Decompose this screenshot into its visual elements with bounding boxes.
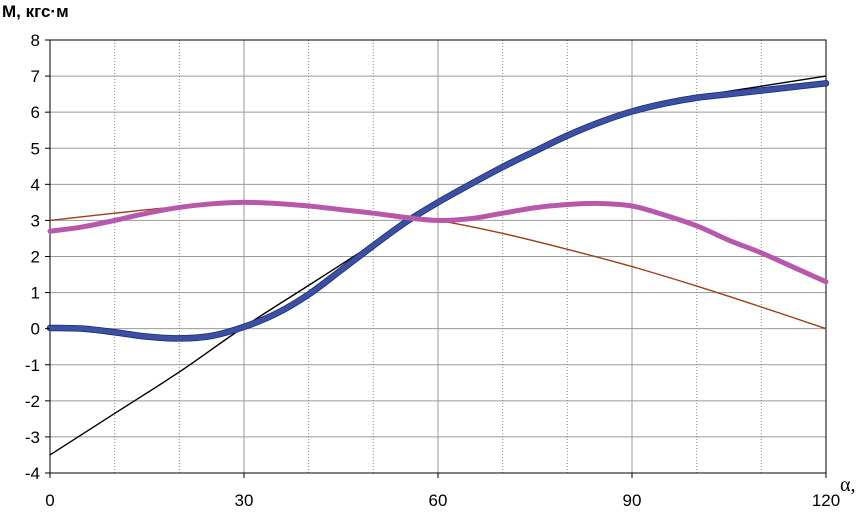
- x-axis-ticks: 0 30 60 90 120: [45, 473, 840, 510]
- x-tick-label: 60: [429, 491, 448, 510]
- y-tick-label: 5: [31, 139, 40, 158]
- y-tick-label: 0: [31, 320, 40, 339]
- series-line-2: [47, 80, 829, 341]
- y-tick-label: 3: [31, 211, 40, 230]
- y-tick-label: 1: [31, 284, 40, 303]
- y-tick-label: 2: [31, 248, 40, 267]
- x-tick-label: 30: [235, 491, 254, 510]
- y-tick-label: -1: [25, 356, 40, 375]
- y-tick-label: -3: [25, 428, 40, 447]
- x-tick-label: 0: [45, 491, 54, 510]
- y-tick-label: -2: [25, 392, 40, 411]
- series-line-3: [47, 199, 829, 285]
- x-axis-label: α,: [840, 474, 855, 496]
- series-layer: [46, 75, 830, 456]
- y-tick-label: 4: [31, 175, 40, 194]
- y-tick-label: 6: [31, 103, 40, 122]
- y-tick-label: 8: [31, 31, 40, 50]
- x-tick-label: 90: [623, 491, 642, 510]
- y-axis-label: M, кгс·м: [2, 2, 69, 21]
- y-tick-label: 7: [31, 67, 40, 86]
- x-tick-label: 120: [812, 491, 840, 510]
- grid: [50, 40, 826, 473]
- y-axis-ticks: -4 -3 -2 -1 0 1 2 3 4 5 6 7 8: [25, 31, 50, 483]
- y-tick-label: -4: [25, 464, 40, 483]
